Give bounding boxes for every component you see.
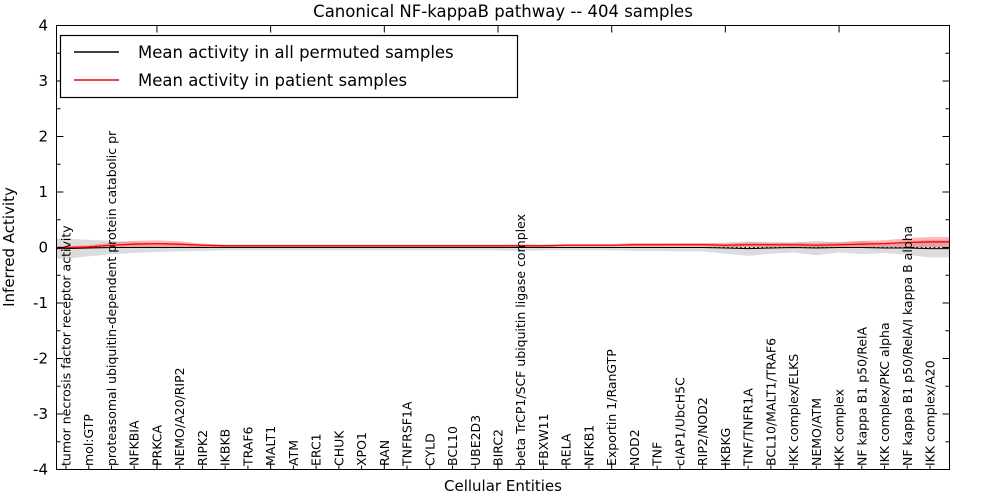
y-tick-label: -1 <box>33 294 48 312</box>
entity-label: IKBKG <box>718 428 733 466</box>
entity-label: NFKB1 <box>581 425 596 466</box>
entity-label: UBE2D3 <box>468 415 483 466</box>
series-line-permuted <box>56 246 950 250</box>
x-axis-label: Cellular Entities <box>444 477 562 495</box>
entity-label: proteasomal ubiquitin-dependent protein … <box>104 130 119 466</box>
y-tick-label: 0 <box>38 239 48 257</box>
entity-label: IKK complex/PKC alpha <box>877 322 892 466</box>
y-tick-labels: -4 -3 -2 -1 0 1 2 3 4 <box>33 17 48 479</box>
entity-label: IKBKB <box>218 429 233 466</box>
band-permuted <box>56 238 950 259</box>
entity-label: CHUK <box>331 430 346 466</box>
entity-label: BCL10/MALT1/TRAF6 <box>763 338 778 466</box>
y-tick-label: 1 <box>38 183 48 201</box>
entity-label: IKK complex/ELKS <box>786 354 801 466</box>
entity-label: NEMO/A20/RIP2 <box>172 367 187 466</box>
entity-label: XPO1 <box>354 432 369 466</box>
entity-label: NOD2 <box>627 429 642 466</box>
entity-label: NFKBIA <box>127 420 142 466</box>
y-axis-label: Inferred Activity <box>0 187 18 307</box>
legend-box <box>59 34 519 99</box>
entity-label: MALT1 <box>263 426 278 466</box>
legend-patient-label: Mean activity in patient samples <box>138 71 407 90</box>
entity-label: ATM <box>286 440 301 466</box>
entity-label: TRAF6 <box>240 426 255 467</box>
entity-tick-labels: tumor necrosis factor receptor activity m… <box>59 130 938 467</box>
entity-label: TNF <box>650 442 665 467</box>
chart-title: Canonical NF-kappaB pathway -- 404 sampl… <box>313 2 693 21</box>
entity-label: TNFRSF1A <box>400 401 415 467</box>
series-lines-layer <box>56 241 950 250</box>
entity-label: FBXW11 <box>536 413 551 466</box>
entity-label: ERC1 <box>309 433 324 466</box>
series-line-patient <box>56 241 950 249</box>
entity-label: tumor necrosis factor receptor activity <box>59 225 74 466</box>
entity-label: CYLD <box>422 433 437 466</box>
entity-label: RIPK2 <box>195 430 210 466</box>
entity-label: NF kappa B1 p50/RelA/I kappa B alpha <box>900 226 915 466</box>
entity-label: mol:GTP <box>81 414 96 466</box>
entity-label: NEMO/ATM <box>809 398 824 466</box>
entity-label: NF kappa B1 p50/RelA <box>854 326 869 466</box>
entity-label: RELA <box>559 433 574 466</box>
entity-label: IKK complex/A20 <box>923 360 938 466</box>
y-tick-label: -4 <box>33 461 48 479</box>
entity-label: BCL10 <box>445 426 460 466</box>
entity-label: Exportin 1/RanGTP <box>604 349 619 466</box>
entity-label: cIAP1/UbcH5C <box>672 377 687 466</box>
entity-label: PRKCA <box>149 425 164 466</box>
y-tick-label: 4 <box>38 17 48 35</box>
entity-label: BIRC2 <box>491 429 506 466</box>
y-tick-label: 3 <box>38 72 48 90</box>
entity-label: IKK complex <box>832 389 847 466</box>
entity-label: RIP2/NOD2 <box>695 397 710 466</box>
entity-label: TNF/TNFR1A <box>741 388 756 467</box>
y-tick-label: -2 <box>33 350 48 368</box>
legend-permuted-label: Mean activity in all permuted samples <box>138 43 454 62</box>
entity-label: beta TrCP1/SCF ubiquitin ligase complex <box>513 214 528 466</box>
y-tick-label: 2 <box>38 128 48 146</box>
plot-frame <box>56 25 950 470</box>
legend: Mean activity in all permuted samples Me… <box>59 34 519 99</box>
y-tick-label: -3 <box>33 405 48 423</box>
entity-label: RAN <box>377 440 392 466</box>
